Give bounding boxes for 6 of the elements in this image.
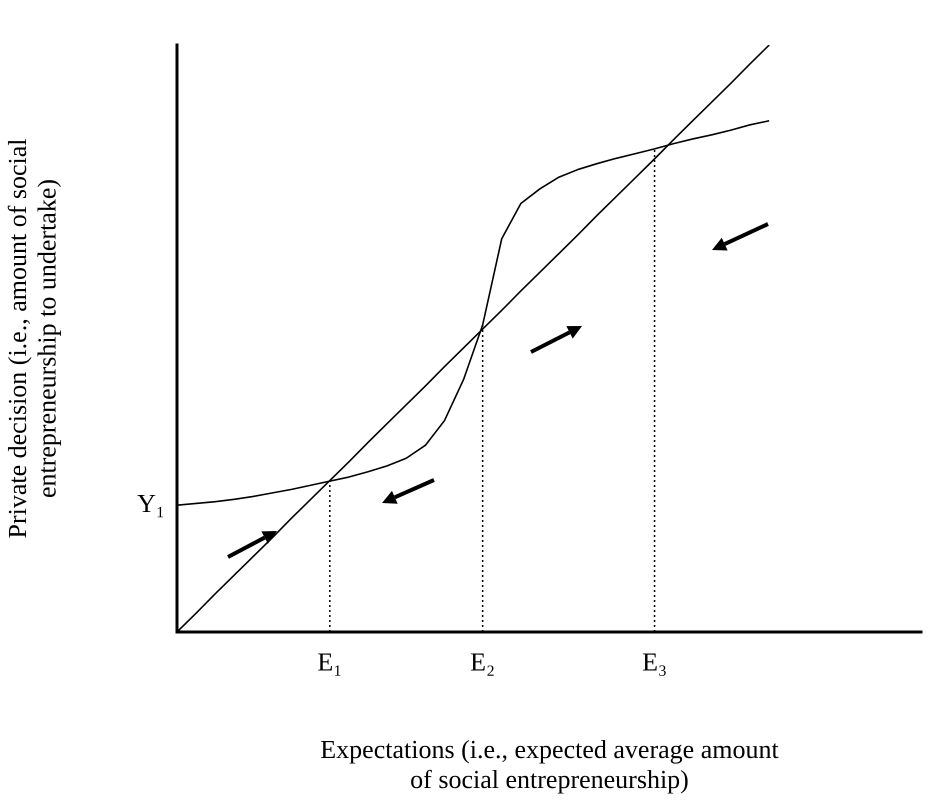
x-tick-label: E₃: [642, 647, 668, 676]
x-tick-label: E₂: [470, 647, 496, 676]
text: Y₁: [137, 488, 165, 518]
x-axis-title: Expectations (i.e., expected average amount of social entrepreneurship): [320, 734, 780, 794]
y-axis-title: Private decision (i.e., amount of social entrepreneurship to undertake): [2, 138, 62, 539]
x-tick-label: E₁: [317, 647, 342, 676]
